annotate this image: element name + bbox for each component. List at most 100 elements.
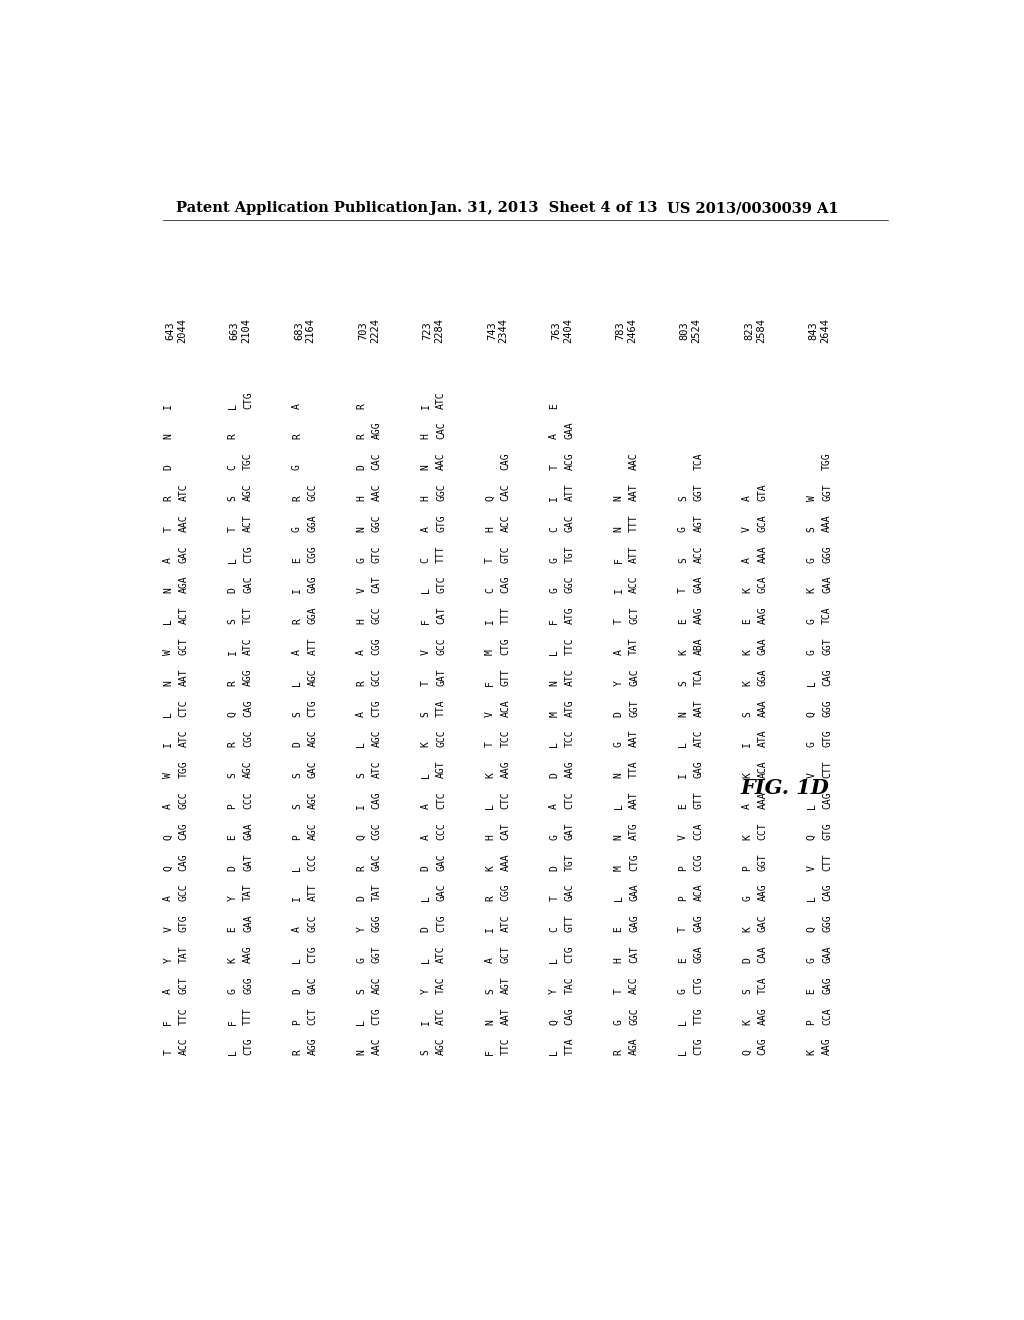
Text: TAC: TAC (565, 977, 574, 994)
Text: Q: Q (227, 710, 238, 717)
Text: I: I (613, 587, 624, 594)
Text: R: R (292, 433, 302, 440)
Text: ABA: ABA (693, 638, 703, 655)
Text: G: G (549, 587, 559, 594)
Text: I: I (678, 772, 688, 779)
Text: T: T (485, 557, 495, 562)
Text: AAT: AAT (629, 483, 639, 502)
Text: GGA: GGA (307, 515, 317, 532)
Text: AAG: AAG (758, 607, 768, 624)
Text: Patent Application Publication: Patent Application Publication (176, 202, 428, 215)
Text: CAG: CAG (822, 668, 833, 686)
Text: TCC: TCC (565, 730, 574, 747)
Text: R: R (227, 742, 238, 747)
Text: ACT: ACT (243, 515, 253, 532)
Text: F: F (163, 1019, 173, 1024)
Text: GCC: GCC (436, 638, 446, 655)
Text: G: G (807, 557, 816, 562)
Text: GCC: GCC (179, 792, 188, 809)
Text: GTG: GTG (822, 822, 833, 840)
Text: K: K (807, 587, 816, 594)
Text: CAT: CAT (501, 822, 510, 840)
Text: GGT: GGT (693, 483, 703, 502)
Text: GCC: GCC (372, 607, 382, 624)
Text: GAC: GAC (565, 515, 574, 532)
Text: L: L (485, 803, 495, 809)
Text: TGG: TGG (822, 453, 833, 470)
Text: CAC: CAC (372, 453, 382, 470)
Text: A: A (356, 649, 367, 655)
Text: CCG: CCG (693, 853, 703, 871)
Text: T: T (678, 587, 688, 594)
Text: FIG. 1D: FIG. 1D (740, 777, 829, 797)
Text: K: K (742, 834, 753, 840)
Text: AAG: AAG (501, 760, 510, 779)
Text: N: N (356, 525, 367, 532)
Text: R: R (292, 1049, 302, 1056)
Text: AAG: AAG (693, 607, 703, 624)
Text: S: S (742, 987, 753, 994)
Text: K: K (678, 649, 688, 655)
Text: E: E (227, 927, 238, 932)
Text: TTA: TTA (436, 700, 446, 717)
Text: C: C (549, 927, 559, 932)
Text: GGG: GGG (822, 915, 833, 932)
Text: R: R (356, 433, 367, 440)
Text: GTT: GTT (501, 668, 510, 686)
Text: AAG: AAG (822, 1038, 833, 1056)
Text: GCC: GCC (436, 730, 446, 747)
Text: I: I (421, 403, 431, 409)
Text: F: F (549, 618, 559, 624)
Text: R: R (227, 433, 238, 440)
Text: GTC: GTC (372, 545, 382, 562)
Text: P: P (292, 1019, 302, 1024)
Text: A: A (356, 710, 367, 717)
Text: AGC: AGC (243, 760, 253, 779)
Text: A: A (549, 803, 559, 809)
Text: N: N (163, 587, 173, 594)
Text: D: D (227, 865, 238, 871)
Text: CTG: CTG (372, 1007, 382, 1024)
Text: GAT: GAT (243, 853, 253, 871)
Text: GGC: GGC (436, 483, 446, 502)
Text: S: S (742, 710, 753, 717)
Text: I: I (292, 587, 302, 594)
Text: Q: Q (163, 865, 173, 871)
Text: GAC: GAC (179, 545, 188, 562)
Text: ATC: ATC (179, 730, 188, 747)
Text: G: G (807, 957, 816, 964)
Text: GTG: GTG (179, 915, 188, 932)
Text: GAT: GAT (565, 822, 574, 840)
Text: R: R (227, 680, 238, 686)
Text: D: D (163, 465, 173, 470)
Text: P: P (292, 834, 302, 840)
Text: TGT: TGT (565, 545, 574, 562)
Text: ATA: ATA (758, 730, 768, 747)
Text: L: L (549, 649, 559, 655)
Text: ATC: ATC (501, 915, 510, 932)
Text: TTC: TTC (565, 638, 574, 655)
Text: L: L (292, 680, 302, 686)
Text: Q: Q (742, 1049, 753, 1056)
Text: GAA: GAA (822, 945, 833, 964)
Text: V: V (807, 865, 816, 871)
Text: H: H (356, 495, 367, 502)
Text: ATC: ATC (436, 1007, 446, 1024)
Text: ATT: ATT (629, 545, 639, 562)
Text: K: K (742, 1019, 753, 1024)
Text: N: N (613, 525, 624, 532)
Text: GGC: GGC (372, 515, 382, 532)
Text: GTC: GTC (501, 545, 510, 562)
Text: ATG: ATG (629, 822, 639, 840)
Text: Y: Y (613, 680, 624, 686)
Text: ACC: ACC (179, 1038, 188, 1056)
Text: ATG: ATG (565, 607, 574, 624)
Text: GGA: GGA (693, 945, 703, 964)
Text: GGG: GGG (243, 977, 253, 994)
Text: ACC: ACC (501, 515, 510, 532)
Text: Y: Y (549, 987, 559, 994)
Text: S: S (678, 557, 688, 562)
Text: GCC: GCC (179, 884, 188, 902)
Text: A: A (742, 557, 753, 562)
Text: TCT: TCT (243, 607, 253, 624)
